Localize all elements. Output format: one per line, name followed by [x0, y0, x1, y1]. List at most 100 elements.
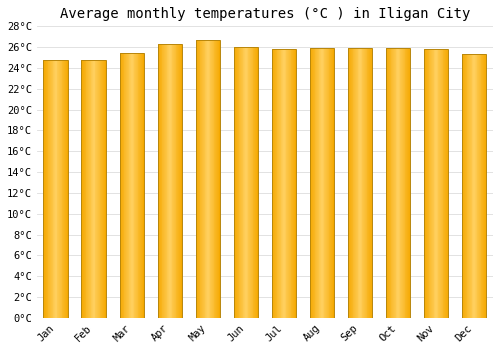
Bar	[248, 47, 249, 318]
Bar	[283, 49, 284, 318]
Bar	[202, 40, 203, 318]
Bar	[236, 47, 237, 318]
Bar	[235, 47, 236, 318]
Bar	[398, 48, 399, 318]
Bar	[216, 40, 217, 318]
Bar	[394, 48, 396, 318]
Bar	[445, 49, 446, 318]
Bar	[396, 48, 397, 318]
Bar	[471, 54, 472, 318]
Bar	[323, 48, 324, 318]
Bar	[179, 44, 180, 318]
Bar	[47, 60, 48, 318]
Bar	[273, 49, 274, 318]
Bar	[90, 60, 92, 318]
Bar	[430, 49, 431, 318]
Bar	[174, 44, 175, 318]
Bar	[62, 60, 63, 318]
Bar	[85, 60, 86, 318]
Bar	[279, 49, 280, 318]
Bar	[289, 49, 290, 318]
Bar	[203, 40, 204, 318]
Bar	[408, 48, 410, 318]
Bar	[204, 40, 206, 318]
Bar	[210, 40, 211, 318]
Bar	[120, 53, 121, 318]
Bar	[473, 54, 474, 318]
Bar	[44, 60, 45, 318]
Bar	[364, 48, 365, 318]
Bar	[237, 47, 238, 318]
Bar	[207, 40, 208, 318]
Bar	[399, 48, 400, 318]
Bar	[250, 47, 251, 318]
Bar	[392, 48, 393, 318]
Bar	[355, 48, 356, 318]
Bar	[142, 53, 144, 318]
Bar	[178, 44, 179, 318]
Bar	[83, 60, 84, 318]
Bar	[60, 60, 61, 318]
Bar	[466, 54, 468, 318]
Bar	[431, 49, 432, 318]
Bar	[284, 49, 285, 318]
Bar	[330, 48, 331, 318]
Bar	[65, 60, 66, 318]
Bar	[321, 48, 322, 318]
Bar	[159, 44, 160, 318]
Bar	[140, 53, 141, 318]
Bar	[354, 48, 355, 318]
Bar	[440, 49, 441, 318]
Bar	[328, 48, 330, 318]
Bar	[485, 54, 486, 318]
Bar	[160, 44, 161, 318]
Bar	[474, 54, 475, 318]
Bar	[141, 53, 142, 318]
Bar	[103, 60, 104, 318]
Bar	[64, 60, 65, 318]
Bar	[287, 49, 288, 318]
Bar	[404, 48, 406, 318]
Bar	[285, 49, 286, 318]
Bar	[469, 54, 470, 318]
Bar	[135, 53, 136, 318]
Bar	[462, 54, 464, 318]
Bar	[131, 53, 132, 318]
Bar	[280, 49, 281, 318]
Bar	[87, 60, 88, 318]
Bar	[121, 53, 122, 318]
Bar	[326, 48, 327, 318]
Bar	[218, 40, 220, 318]
Bar	[100, 60, 102, 318]
Bar	[170, 44, 172, 318]
Bar	[402, 48, 403, 318]
Bar	[44, 60, 68, 318]
Bar	[348, 48, 350, 318]
Bar	[475, 54, 476, 318]
Bar	[158, 44, 182, 318]
Bar	[61, 60, 62, 318]
Bar	[403, 48, 404, 318]
Bar	[158, 44, 159, 318]
Bar	[104, 60, 106, 318]
Bar	[127, 53, 128, 318]
Bar	[400, 48, 402, 318]
Bar	[206, 40, 207, 318]
Bar	[169, 44, 170, 318]
Bar	[362, 48, 364, 318]
Bar	[89, 60, 90, 318]
Bar	[96, 60, 97, 318]
Bar	[59, 60, 60, 318]
Bar	[465, 54, 466, 318]
Bar	[173, 44, 174, 318]
Bar	[318, 48, 320, 318]
Bar	[290, 49, 292, 318]
Bar	[164, 44, 165, 318]
Bar	[48, 60, 49, 318]
Bar	[369, 48, 370, 318]
Bar	[86, 60, 87, 318]
Bar	[126, 53, 127, 318]
Bar	[176, 44, 178, 318]
Bar	[317, 48, 318, 318]
Bar	[97, 60, 98, 318]
